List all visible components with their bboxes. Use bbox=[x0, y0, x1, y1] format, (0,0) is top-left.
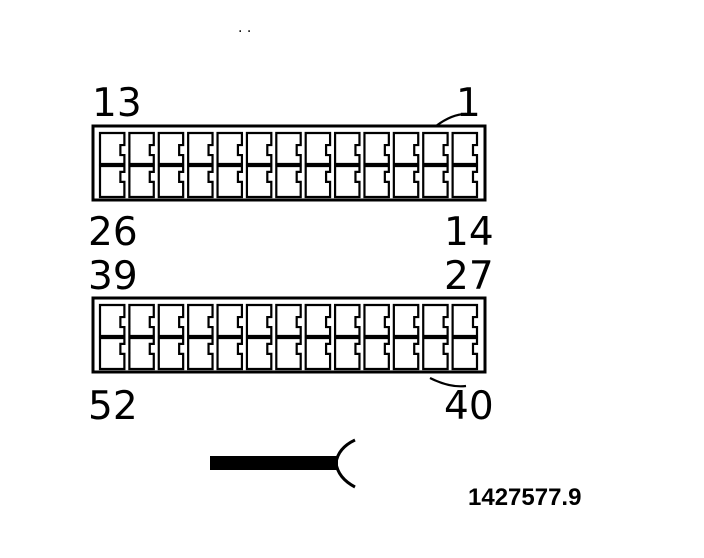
lower-connector-block bbox=[91, 296, 487, 388]
reference-number: 1427577.9 bbox=[468, 484, 581, 511]
lower-pin-cell bbox=[128, 336, 155, 371]
lower-pin-cell bbox=[304, 336, 332, 371]
upper-pin-cell bbox=[422, 164, 449, 199]
lower-pin-cell bbox=[187, 336, 214, 371]
upper-pin-cell bbox=[98, 131, 126, 166]
lower-pin-cell bbox=[216, 336, 244, 371]
lower-bottom-right-label: 40 bbox=[444, 384, 494, 429]
upper-pin-cell bbox=[304, 164, 332, 199]
upper-pin-cell bbox=[128, 131, 155, 166]
upper-pin-cell bbox=[451, 164, 479, 199]
stray-marks: . . bbox=[238, 20, 251, 36]
lower-pin-cell bbox=[98, 303, 126, 338]
upper-pin-cell bbox=[392, 164, 420, 199]
upper-pin-cell bbox=[333, 131, 361, 166]
upper-bottom-right-label: 14 bbox=[444, 210, 494, 255]
upper-pin-cell bbox=[128, 164, 155, 199]
upper-pin-cell bbox=[187, 164, 214, 199]
lower-pin-cell bbox=[304, 303, 332, 338]
upper-pin-cell bbox=[392, 131, 420, 166]
upper-pin-cell bbox=[187, 131, 214, 166]
lower-bottom-left-label: 52 bbox=[88, 384, 138, 429]
lower-pin-cell bbox=[422, 303, 449, 338]
upper-pin-cell bbox=[363, 131, 390, 166]
lower-pin-cell bbox=[98, 336, 126, 371]
lower-pin-cell bbox=[275, 303, 302, 338]
upper-pin-cell bbox=[422, 131, 449, 166]
lower-pin-cell bbox=[245, 336, 273, 371]
lower-top-right-label: 27 bbox=[444, 254, 494, 299]
upper-top-left-label: 13 bbox=[92, 81, 142, 126]
lower-pin-cell bbox=[422, 336, 449, 371]
upper-pin-cell bbox=[333, 164, 361, 199]
upper-pin-cell bbox=[157, 164, 185, 199]
lower-pin-cell bbox=[275, 336, 302, 371]
wire-end-bracket bbox=[334, 438, 356, 489]
upper-pin-cell bbox=[451, 131, 479, 166]
lower-pin-cell bbox=[363, 303, 390, 338]
upper-pin-cell bbox=[245, 131, 273, 166]
upper-pin-cell bbox=[216, 164, 244, 199]
lower-pin-cell bbox=[187, 303, 214, 338]
upper-bottom-left-label: 26 bbox=[88, 210, 138, 255]
lower-pin-cell bbox=[451, 336, 479, 371]
upper-key-notch bbox=[435, 112, 467, 127]
lower-pin-cell bbox=[333, 336, 361, 371]
lower-pin-cell bbox=[216, 303, 244, 338]
lower-pin-cell bbox=[392, 303, 420, 338]
lower-pin-cell bbox=[157, 336, 185, 371]
upper-pin-cell bbox=[275, 164, 302, 199]
lower-pin-cell bbox=[333, 303, 361, 338]
lower-pin-cell bbox=[363, 336, 390, 371]
upper-connector-block bbox=[91, 112, 487, 202]
upper-pin-cell bbox=[216, 131, 244, 166]
wire-bar bbox=[210, 456, 338, 470]
lower-pin-cell bbox=[157, 303, 185, 338]
lower-pin-cell bbox=[451, 303, 479, 338]
lower-pin-cell bbox=[392, 336, 420, 371]
upper-pin-cell bbox=[304, 131, 332, 166]
upper-pin-cell bbox=[245, 164, 273, 199]
upper-pin-cell bbox=[363, 164, 390, 199]
upper-cell-grid bbox=[98, 131, 479, 199]
lower-key-notch bbox=[429, 377, 467, 388]
lower-pin-cell bbox=[128, 303, 155, 338]
lower-pin-cell bbox=[245, 303, 273, 338]
upper-top-right-label: 1 bbox=[456, 81, 481, 126]
harness-wire-symbol bbox=[210, 438, 356, 489]
upper-pin-cell bbox=[157, 131, 185, 166]
upper-pin-cell bbox=[275, 131, 302, 166]
upper-pin-cell bbox=[98, 164, 126, 199]
lower-cell-grid bbox=[98, 303, 479, 371]
lower-top-left-label: 39 bbox=[88, 254, 138, 299]
